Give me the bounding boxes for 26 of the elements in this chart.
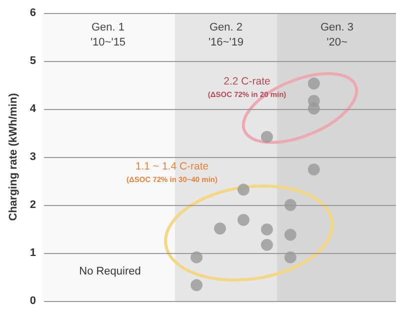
- y-tick-label: 0: [30, 295, 36, 307]
- y-tick-label: 5: [30, 55, 36, 67]
- point: [190, 251, 203, 264]
- point: [308, 102, 320, 115]
- point: [214, 222, 226, 235]
- y-tick-label: 6: [30, 7, 36, 19]
- y-tick-label: 1: [30, 247, 36, 259]
- point: [260, 238, 273, 251]
- y-axis-title: Charging rate (kWh/min): [8, 92, 20, 221]
- point: [284, 228, 296, 241]
- y-tick-label: 4: [30, 103, 37, 115]
- y-tick-label: 3: [30, 151, 36, 163]
- annotation: No Required: [79, 266, 141, 278]
- annotation: Gen. 1 '10~'15: [90, 22, 126, 48]
- point: [260, 223, 273, 236]
- point: [308, 163, 320, 176]
- y-tick-label: 2: [30, 199, 36, 211]
- annotation: Gen. 3 '20~: [320, 22, 354, 48]
- point: [284, 251, 296, 264]
- point: [190, 279, 203, 292]
- annotation: Gen. 2 '16~'19: [208, 22, 244, 48]
- point: [237, 214, 250, 226]
- point: [237, 184, 250, 196]
- point: [308, 78, 320, 90]
- point: [260, 130, 273, 143]
- point: [284, 199, 296, 211]
